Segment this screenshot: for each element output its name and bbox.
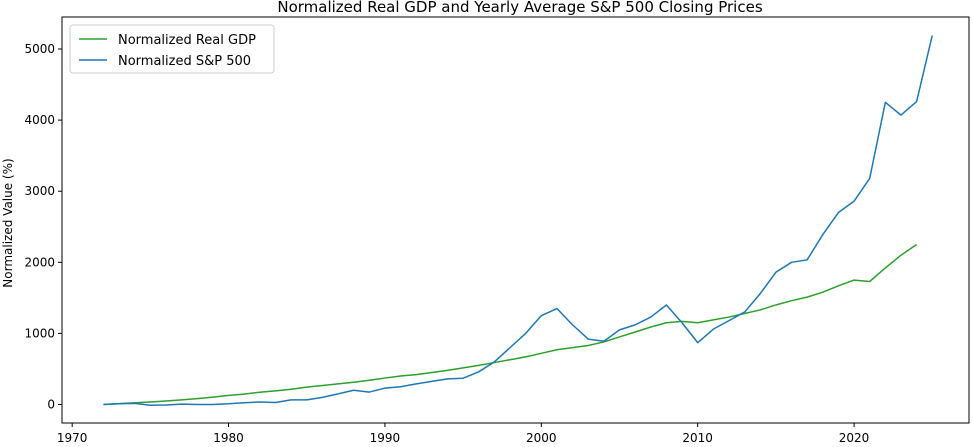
x-tick-label: 2000 [526,431,557,445]
x-tick-label: 2020 [839,431,870,445]
chart-title: Normalized Real GDP and Yearly Average S… [277,0,762,16]
x-tick-label: 2010 [682,431,713,445]
y-axis-label: Normalized Value (%) [1,158,15,287]
x-tick-label: 1990 [370,431,401,445]
series-line-real-gdp [103,243,918,406]
x-tick-label: 1980 [213,431,244,445]
y-tick-label: 5000 [24,42,55,56]
x-axis: 1970 1980 1990 2000 2010 2020 [57,423,869,445]
series-lines [103,35,933,406]
y-tick-label: 2000 [24,255,55,269]
plot-frame [61,16,970,424]
series-line-sp500 [103,35,933,406]
legend-label: Normalized S&P 500 [118,54,251,69]
legend-frame [69,24,275,74]
y-tick-label: 1000 [24,326,55,340]
legend-label: Normalized Real GDP [118,33,256,48]
y-axis: 0 1000 2000 3000 4000 5000 [24,42,62,412]
x-tick-label: 1970 [57,431,88,445]
legend: Normalized Real GDP Normalized S&P 500 [69,24,275,74]
y-tick-label: 0 [47,398,55,412]
y-tick-label: 3000 [24,184,55,198]
y-tick-label: 4000 [24,113,55,127]
